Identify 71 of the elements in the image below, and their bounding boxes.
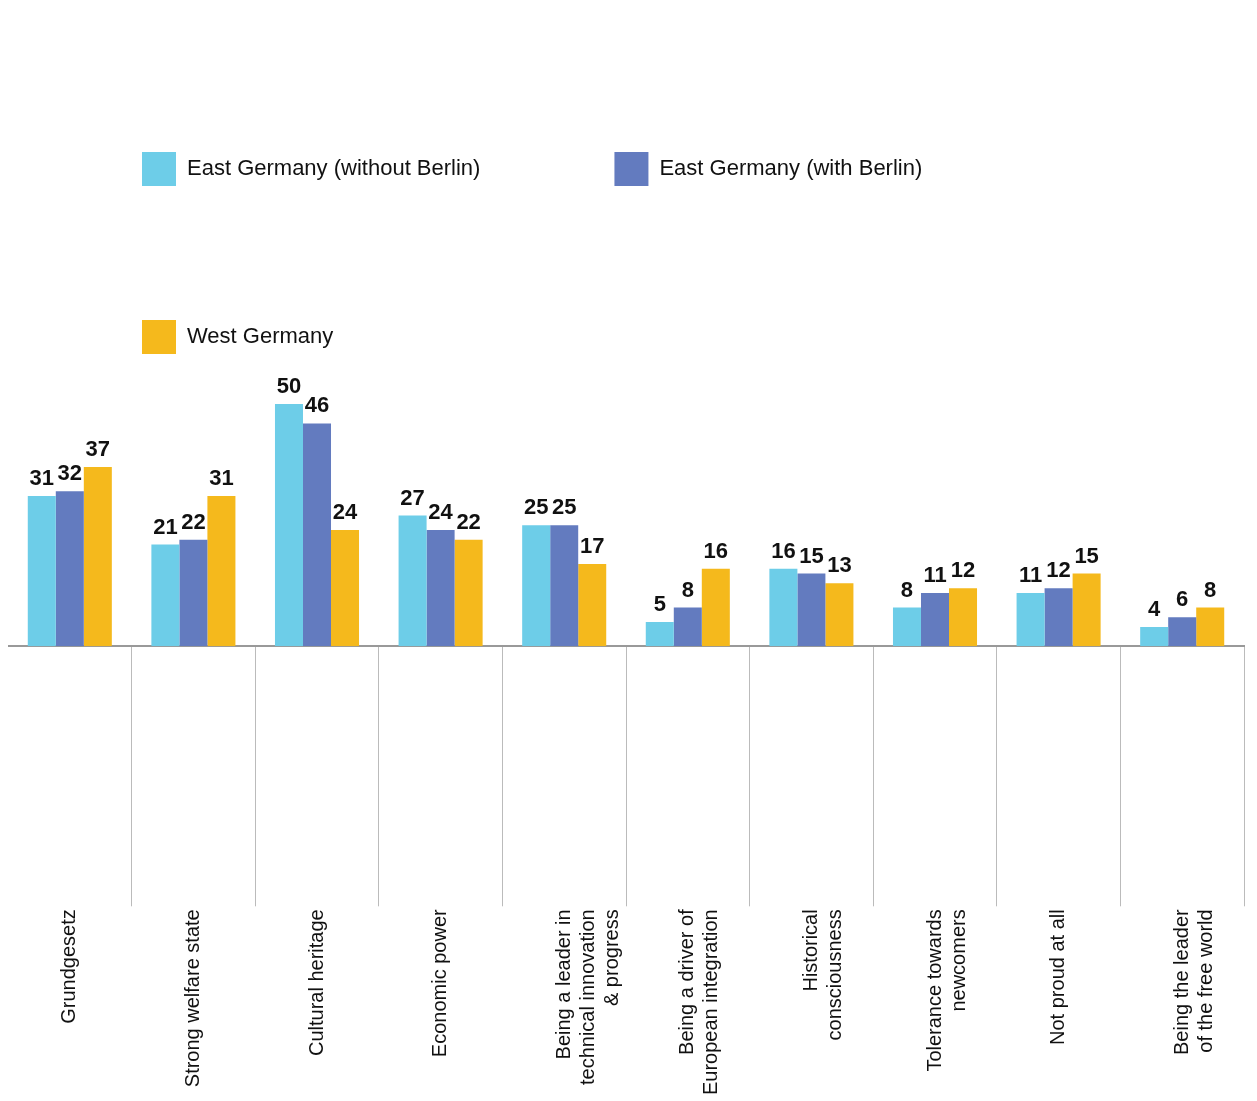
bar — [949, 588, 978, 647]
bar — [302, 423, 332, 647]
data-label: 25 — [551, 494, 577, 520]
bar — [55, 491, 84, 647]
x-tick-label: Cultural heritage — [304, 909, 327, 1057]
x-tick-label: Strong welfare state — [180, 909, 203, 1088]
data-label: 15 — [1074, 542, 1099, 568]
data-label: 5 — [653, 591, 666, 617]
data-label: 11 — [1018, 562, 1043, 588]
bar — [797, 573, 826, 647]
bar — [769, 568, 798, 647]
data-label: 16 — [771, 537, 796, 563]
x-tick-label: Grundgesetz — [57, 909, 80, 1024]
bar — [179, 539, 208, 647]
bar — [578, 563, 607, 647]
bar — [645, 622, 674, 647]
bar — [398, 515, 427, 647]
legend-label: East Germany (with Berlin) — [659, 155, 923, 181]
data-label: 24 — [332, 499, 359, 525]
bar — [454, 539, 483, 647]
bar — [550, 525, 579, 647]
data-label: 32 — [57, 460, 83, 486]
data-label: 11 — [923, 562, 947, 588]
bar — [1072, 573, 1101, 647]
data-label: 17 — [579, 532, 605, 558]
data-label: 31 — [29, 465, 55, 491]
bar — [83, 467, 112, 647]
bar — [701, 568, 730, 647]
bar — [1140, 626, 1169, 647]
data-label: 24 — [428, 499, 454, 525]
bar — [27, 496, 56, 647]
data-label: 25 — [523, 494, 549, 520]
data-label: 37 — [85, 436, 111, 462]
legend-label: East Germany (without Berlin) — [187, 155, 481, 181]
data-label: 12 — [1046, 557, 1071, 583]
bar — [892, 607, 921, 647]
bar — [673, 607, 702, 647]
data-label: 21 — [153, 513, 178, 539]
bar — [1016, 593, 1045, 647]
data-label: 15 — [799, 542, 824, 568]
bar — [825, 583, 854, 647]
legend-label: West Germany — [187, 323, 334, 349]
data-label: 50 — [276, 373, 302, 399]
bar — [920, 593, 950, 647]
data-label: 4 — [1148, 595, 1162, 621]
data-label: 13 — [827, 552, 852, 578]
data-label: 8 — [1204, 576, 1217, 602]
bar — [331, 530, 360, 647]
data-label: 27 — [400, 484, 425, 510]
data-label: 46 — [304, 392, 330, 418]
bar — [274, 404, 303, 647]
data-label: 12 — [950, 557, 976, 583]
x-tick-label: Being the leader of the free world — [1169, 908, 1216, 1055]
bar — [1196, 607, 1225, 647]
data-label: 16 — [703, 537, 729, 563]
x-tick-label: Economic power — [428, 908, 451, 1058]
bar — [151, 544, 180, 647]
bar — [1168, 617, 1197, 647]
x-tick-label: Historical consciousness — [798, 909, 845, 1041]
bar — [522, 525, 551, 647]
data-label: 22 — [456, 508, 481, 534]
data-label: 22 — [181, 508, 206, 534]
data-label: 8 — [900, 576, 914, 602]
data-label: 6 — [1176, 586, 1189, 612]
bar — [1044, 588, 1073, 647]
data-label: 31 — [209, 465, 234, 491]
bar — [207, 496, 236, 647]
x-tick-label: Not proud at all — [1046, 909, 1069, 1045]
x-tick-label: Being a leader in technical innovation & progress — [551, 909, 622, 1085]
data-label: 8 — [681, 576, 694, 602]
bar — [426, 530, 455, 647]
